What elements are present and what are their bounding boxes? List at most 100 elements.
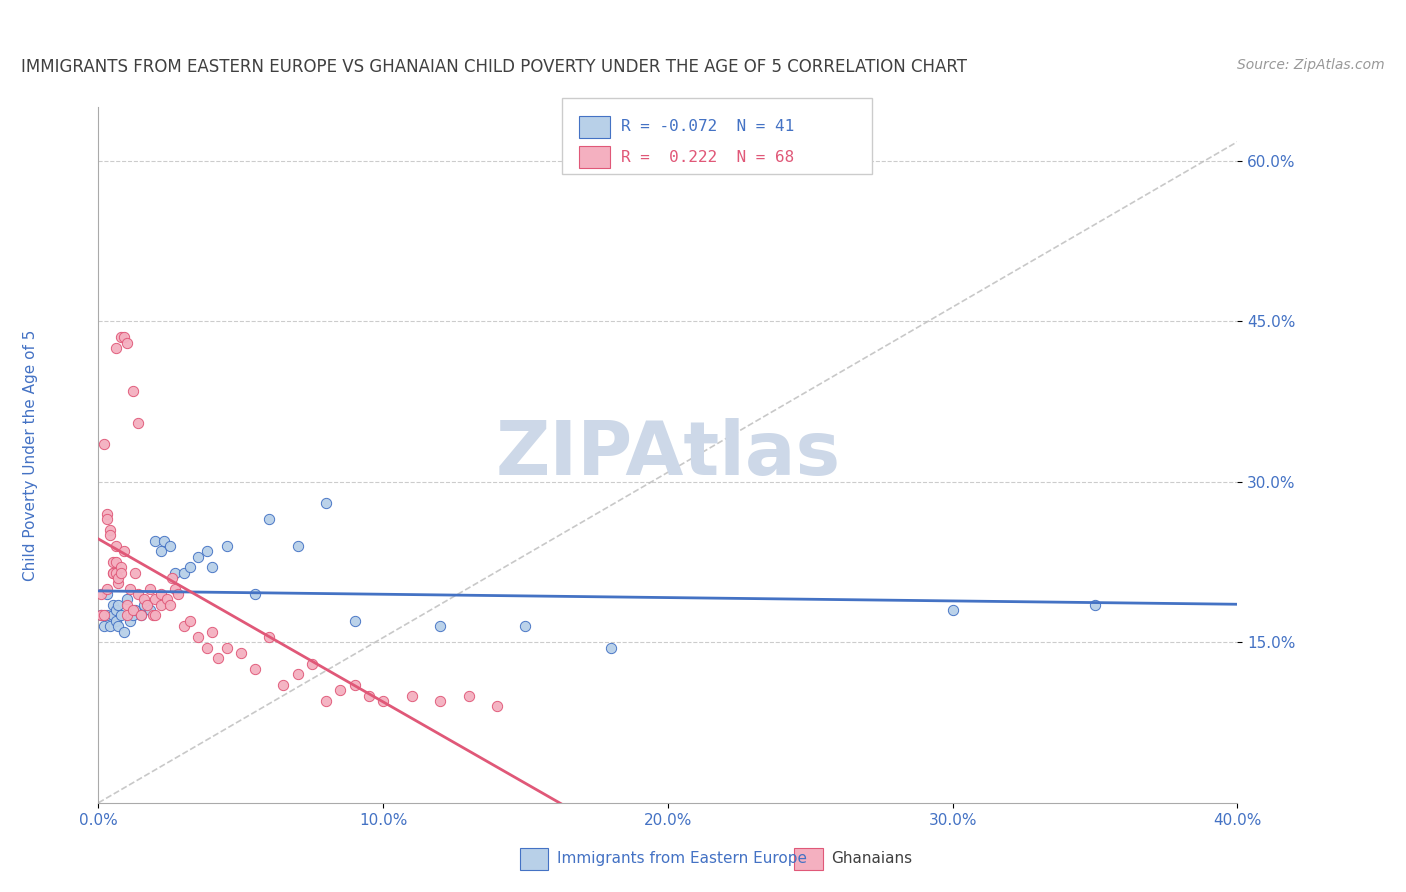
- Point: [457, 689, 479, 703]
- Point: [287, 539, 309, 553]
- Point: [129, 608, 152, 623]
- Point: [135, 598, 157, 612]
- Point: [98, 523, 121, 537]
- Point: [401, 689, 423, 703]
- Point: [357, 689, 380, 703]
- Text: Child Poverty Under the Age of 5: Child Poverty Under the Age of 5: [24, 329, 38, 581]
- Point: [121, 608, 143, 623]
- Point: [90, 608, 112, 623]
- Point: [104, 539, 127, 553]
- Point: [179, 560, 201, 574]
- Point: [93, 437, 115, 451]
- Text: Ghanaians: Ghanaians: [831, 852, 912, 866]
- Point: [96, 608, 118, 623]
- Point: [150, 587, 173, 601]
- Point: [165, 566, 187, 580]
- Point: [429, 694, 451, 708]
- Point: [104, 603, 127, 617]
- Point: [96, 587, 118, 601]
- Point: [107, 598, 129, 612]
- Point: [96, 507, 118, 521]
- Point: [215, 539, 238, 553]
- Point: [93, 608, 115, 623]
- Point: [173, 566, 195, 580]
- Point: [98, 528, 121, 542]
- Point: [101, 555, 124, 569]
- Point: [101, 608, 124, 623]
- Point: [104, 341, 127, 355]
- Text: R = -0.072  N = 41: R = -0.072 N = 41: [621, 120, 794, 135]
- Text: IMMIGRANTS FROM EASTERN EUROPE VS GHANAIAN CHILD POVERTY UNDER THE AGE OF 5 CORR: IMMIGRANTS FROM EASTERN EUROPE VS GHANAI…: [21, 58, 967, 76]
- Point: [259, 512, 281, 526]
- Point: [138, 603, 160, 617]
- Point: [343, 614, 366, 628]
- Point: [273, 678, 295, 692]
- Point: [110, 330, 132, 344]
- Point: [145, 592, 167, 607]
- Point: [287, 667, 309, 681]
- Point: [93, 619, 115, 633]
- Point: [101, 566, 124, 580]
- Point: [156, 592, 179, 607]
- Point: [150, 544, 173, 558]
- Point: [104, 566, 127, 580]
- Point: [101, 598, 124, 612]
- Point: [243, 587, 266, 601]
- Point: [187, 549, 209, 564]
- Point: [107, 571, 129, 585]
- Point: [315, 694, 337, 708]
- Text: ZIPAtlas: ZIPAtlas: [495, 418, 841, 491]
- Point: [96, 512, 118, 526]
- Point: [207, 651, 229, 665]
- Point: [124, 566, 146, 580]
- Point: [124, 603, 146, 617]
- Point: [162, 571, 184, 585]
- Point: [167, 587, 190, 601]
- Text: R =  0.222  N = 68: R = 0.222 N = 68: [621, 150, 794, 165]
- Point: [215, 640, 238, 655]
- Point: [486, 699, 509, 714]
- Point: [373, 694, 395, 708]
- Point: [112, 624, 135, 639]
- Point: [110, 560, 132, 574]
- Point: [110, 608, 132, 623]
- Point: [187, 630, 209, 644]
- Point: [104, 614, 127, 628]
- Point: [315, 496, 337, 510]
- Point: [127, 416, 149, 430]
- Point: [173, 619, 195, 633]
- Point: [115, 592, 138, 607]
- Point: [132, 592, 155, 607]
- Point: [159, 539, 181, 553]
- Point: [110, 566, 132, 580]
- Point: [115, 608, 138, 623]
- Point: [179, 614, 201, 628]
- Point: [112, 544, 135, 558]
- Point: [429, 619, 451, 633]
- Point: [112, 330, 135, 344]
- Point: [600, 640, 623, 655]
- Point: [104, 555, 127, 569]
- Point: [145, 533, 167, 548]
- Point: [115, 598, 138, 612]
- Text: Source: ZipAtlas.com: Source: ZipAtlas.com: [1237, 58, 1385, 72]
- Point: [118, 614, 141, 628]
- Point: [329, 683, 352, 698]
- Point: [159, 598, 181, 612]
- Point: [165, 582, 187, 596]
- Point: [107, 576, 129, 591]
- Point: [107, 619, 129, 633]
- Point: [343, 678, 366, 692]
- Point: [515, 619, 537, 633]
- Point: [259, 630, 281, 644]
- Point: [96, 582, 118, 596]
- Point: [127, 587, 149, 601]
- Point: [201, 624, 224, 639]
- Point: [115, 335, 138, 350]
- Point: [118, 582, 141, 596]
- Point: [153, 533, 176, 548]
- Point: [243, 662, 266, 676]
- Point: [141, 608, 163, 623]
- Point: [132, 598, 155, 612]
- Point: [201, 560, 224, 574]
